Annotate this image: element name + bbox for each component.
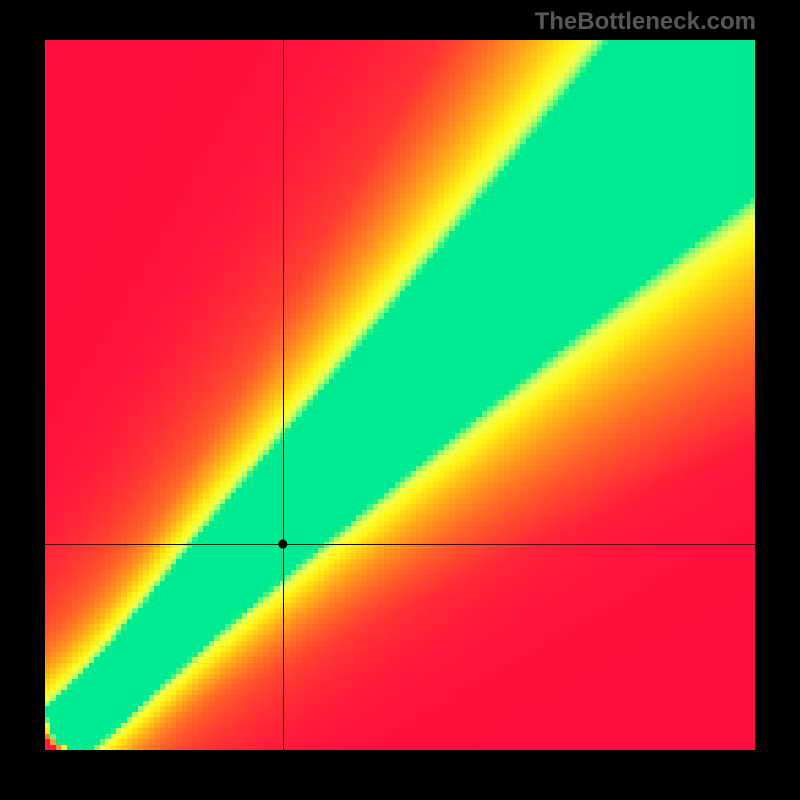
bottleneck-heatmap	[45, 40, 755, 750]
watermark-text: TheBottleneck.com	[535, 8, 756, 36]
chart-container: { "chart": { "type": "heatmap", "descrip…	[0, 0, 800, 800]
